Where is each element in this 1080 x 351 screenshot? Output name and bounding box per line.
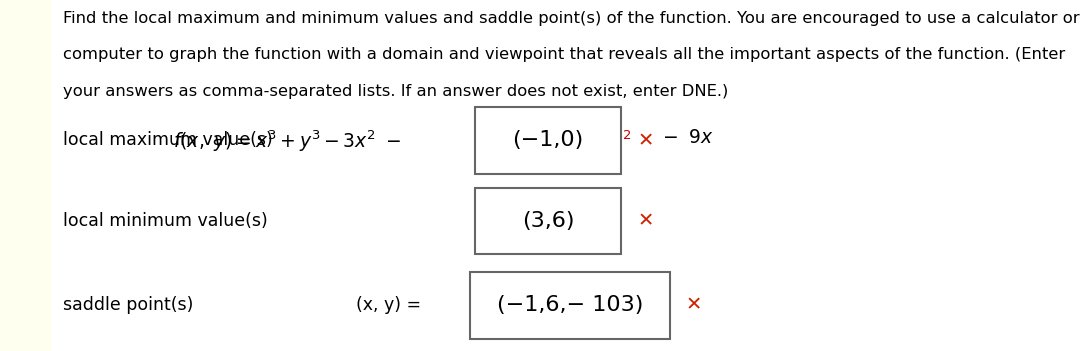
FancyBboxPatch shape bbox=[470, 272, 670, 339]
Text: Find the local maximum and minimum values and saddle point(s) of the function. Y: Find the local maximum and minimum value… bbox=[63, 11, 1079, 26]
Text: local minimum value(s): local minimum value(s) bbox=[63, 212, 268, 230]
Text: $9y^2$: $9y^2$ bbox=[599, 128, 633, 154]
Text: computer to graph the function with a domain and viewpoint that reveals all the : computer to graph the function with a do… bbox=[63, 47, 1065, 62]
Text: (x, y) =: (x, y) = bbox=[356, 296, 421, 314]
Text: ✕: ✕ bbox=[686, 296, 702, 315]
Text: ✕: ✕ bbox=[637, 212, 653, 231]
Text: (−1,6,− 103): (−1,6,− 103) bbox=[497, 296, 643, 315]
Text: your answers as comma-separated lists. If an answer does not exist, enter DNE.): your answers as comma-separated lists. I… bbox=[63, 84, 728, 99]
Text: ✕: ✕ bbox=[637, 131, 653, 150]
Text: local maximum value(s): local maximum value(s) bbox=[63, 131, 272, 150]
Text: $f(x,\ y) = x^3 + y^3 - 3x^2\ -\ $: $f(x,\ y) = x^3 + y^3 - 3x^2\ -\ $ bbox=[173, 128, 401, 154]
Text: (−1,0): (−1,0) bbox=[513, 131, 583, 150]
Text: $\ -\ 9x$: $\ -\ 9x$ bbox=[653, 128, 714, 147]
FancyBboxPatch shape bbox=[475, 107, 621, 174]
Text: saddle point(s): saddle point(s) bbox=[63, 296, 193, 314]
FancyBboxPatch shape bbox=[475, 188, 621, 254]
Bar bbox=[0, 0, 52, 351]
Text: (3,6): (3,6) bbox=[522, 211, 575, 231]
